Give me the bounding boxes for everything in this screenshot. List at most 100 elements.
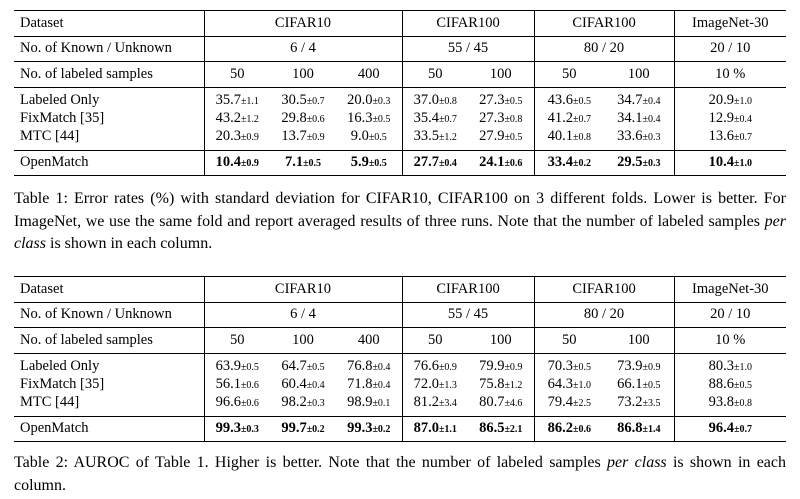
cell-value: 86.5 <box>479 420 505 436</box>
table-cell: 99.3±0.3 <box>203 415 270 442</box>
cell-stddev: ±2.1 <box>504 424 523 435</box>
cell-stddev: ±0.5 <box>372 114 391 125</box>
table-cell: 41.2±0.7 <box>533 109 605 128</box>
table-cell: 86.8±1.4 <box>604 415 675 442</box>
table-cell: 64.7±0.5 <box>270 353 336 376</box>
samples-cell: 50 <box>203 327 270 354</box>
cell-value: 10.4 <box>708 154 734 170</box>
caption-text: is shown in each column. <box>14 454 787 494</box>
cell-value: 37.0 <box>413 92 439 108</box>
cell-stddev: ±1.2 <box>504 380 523 391</box>
cell-value: 16.3 <box>347 110 373 126</box>
table-cell: 27.7±0.4 <box>401 149 468 176</box>
header-row-dataset: Dataset CIFAR10 CIFAR100 CIFAR100 ImageN… <box>14 276 787 303</box>
cell-stddev: ±0.5 <box>303 158 322 169</box>
cell-value: 80.7 <box>479 394 505 410</box>
samples-label: No. of labeled samples <box>14 61 204 88</box>
table-cell: 24.1±0.6 <box>468 149 535 176</box>
cell-value: 96.6 <box>215 394 241 410</box>
table-cell: 88.6±0.5 <box>673 375 787 394</box>
table-cell: 33.6±0.3 <box>604 128 674 151</box>
cell-stddev: ±0.2 <box>372 424 391 435</box>
known-cifar100-a: 55 / 45 <box>401 302 535 328</box>
table-cell: 20.3±0.9 <box>203 127 270 150</box>
table-cell: 93.8±0.8 <box>673 393 787 416</box>
table-cell: 86.5±2.1 <box>468 415 535 442</box>
header-row-samples: No. of labeled samples 50 100 400 50 100… <box>14 61 787 88</box>
cell-value: 99.7 <box>281 420 307 436</box>
table-2-caption: Table 2: AUROC of Table 1. Higher is bet… <box>14 452 786 497</box>
method-name: Labeled Only <box>20 92 100 108</box>
cell-stddev: ±0.8 <box>572 132 591 143</box>
table-cell: 70.3±0.5 <box>533 353 605 376</box>
samples-cell: 100 <box>270 327 336 354</box>
cell-value: 40.1 <box>547 128 573 144</box>
cell-stddev: ±0.3 <box>306 398 325 409</box>
table-cell: 20.0±0.3 <box>336 87 402 110</box>
cell-stddev: ±0.5 <box>572 362 591 373</box>
cell-value: 34.7 <box>617 92 643 108</box>
cell-stddev: ±0.4 <box>642 114 661 125</box>
cell-stddev: ±0.4 <box>642 96 661 107</box>
cell-stddev: ±0.4 <box>372 380 391 391</box>
table-cell: 34.1±0.4 <box>604 110 674 128</box>
cell-stddev: ±0.1 <box>372 398 391 409</box>
cell-stddev: ±0.6 <box>572 424 591 435</box>
cell-value: 33.5 <box>413 128 439 144</box>
method-name: Labeled Only <box>20 358 100 374</box>
cell-value: 86.2 <box>547 420 573 436</box>
cell-stddev: ±0.4 <box>372 362 391 373</box>
table-cell: 76.8±0.4 <box>336 353 402 376</box>
samples-cell: 100 <box>468 327 535 354</box>
cell-stddev: ±3.4 <box>438 398 457 409</box>
table-row: Labeled Only 63.9±0.5 64.7±0.5 76.8±0.4 76.6… <box>14 353 787 376</box>
table-cell: 34.7±0.4 <box>604 87 674 110</box>
dataset-cifar10: CIFAR10 <box>203 10 402 37</box>
table-cell: 27.3±0.8 <box>468 110 534 128</box>
cell-stddev: ±0.3 <box>642 132 661 143</box>
cell-value: 9.0 <box>350 128 369 144</box>
table-cell: 98.2±0.3 <box>270 394 336 417</box>
dataset-imagenet: ImageNet-30 <box>673 10 787 37</box>
samples-cell: 400 <box>336 327 402 354</box>
cell-stddev: ±0.7 <box>572 114 591 125</box>
cell-value: 56.1 <box>215 376 241 392</box>
table-cell: 66.1±0.5 <box>604 376 674 394</box>
cell-stddev: ±0.5 <box>733 380 752 391</box>
cell-value: 13.7 <box>281 128 307 144</box>
cell-value: 43.6 <box>547 92 573 108</box>
cell-value: 87.0 <box>413 420 439 436</box>
table-cell: 12.9±0.4 <box>673 109 787 128</box>
cell-value: 29.5 <box>617 154 643 170</box>
table-cell: 29.5±0.3 <box>604 149 675 176</box>
samples-cell: 50 <box>401 327 468 354</box>
cell-value: 35.4 <box>413 110 439 126</box>
table-cell: 10.4±0.9 <box>203 149 270 176</box>
cell-value: 27.9 <box>479 128 505 144</box>
cell-value: 66.1 <box>617 376 643 392</box>
table-cell: 43.6±0.5 <box>533 87 605 110</box>
samples-cell: 50 <box>533 61 605 88</box>
known-imagenet: 20 / 10 <box>673 302 787 328</box>
method-name: FixMatch [35] <box>20 376 105 392</box>
caption-text: Table 2: AUROC of Table 1. Higher is bet… <box>14 454 608 471</box>
table-cell: 27.9±0.5 <box>468 128 534 151</box>
cell-stddev: ±1.2 <box>240 114 259 125</box>
samples-cell: 100 <box>270 61 336 88</box>
cell-stddev: ±1.1 <box>240 96 259 107</box>
cell-stddev: ±0.9 <box>642 362 661 373</box>
samples-label: No. of labeled samples <box>14 327 204 354</box>
cell-stddev: ±0.8 <box>438 96 457 107</box>
table-cell: 72.0±1.3 <box>401 375 468 394</box>
table-cell: 13.6±0.7 <box>673 127 787 150</box>
table-cell: 27.3±0.5 <box>468 87 534 110</box>
known-cifar100-b: 80 / 20 <box>533 302 675 328</box>
table-cell: 7.1±0.5 <box>270 149 336 176</box>
cell-value: 98.9 <box>347 394 373 410</box>
table-cell: 81.2±3.4 <box>401 393 468 416</box>
cell-stddev: ±0.8 <box>504 114 523 125</box>
cell-stddev: ±0.5 <box>642 380 661 391</box>
cell-stddev: ±1.2 <box>438 132 457 143</box>
table-cell: 13.7±0.9 <box>270 128 336 151</box>
method-name: MTC [44] <box>20 128 80 144</box>
